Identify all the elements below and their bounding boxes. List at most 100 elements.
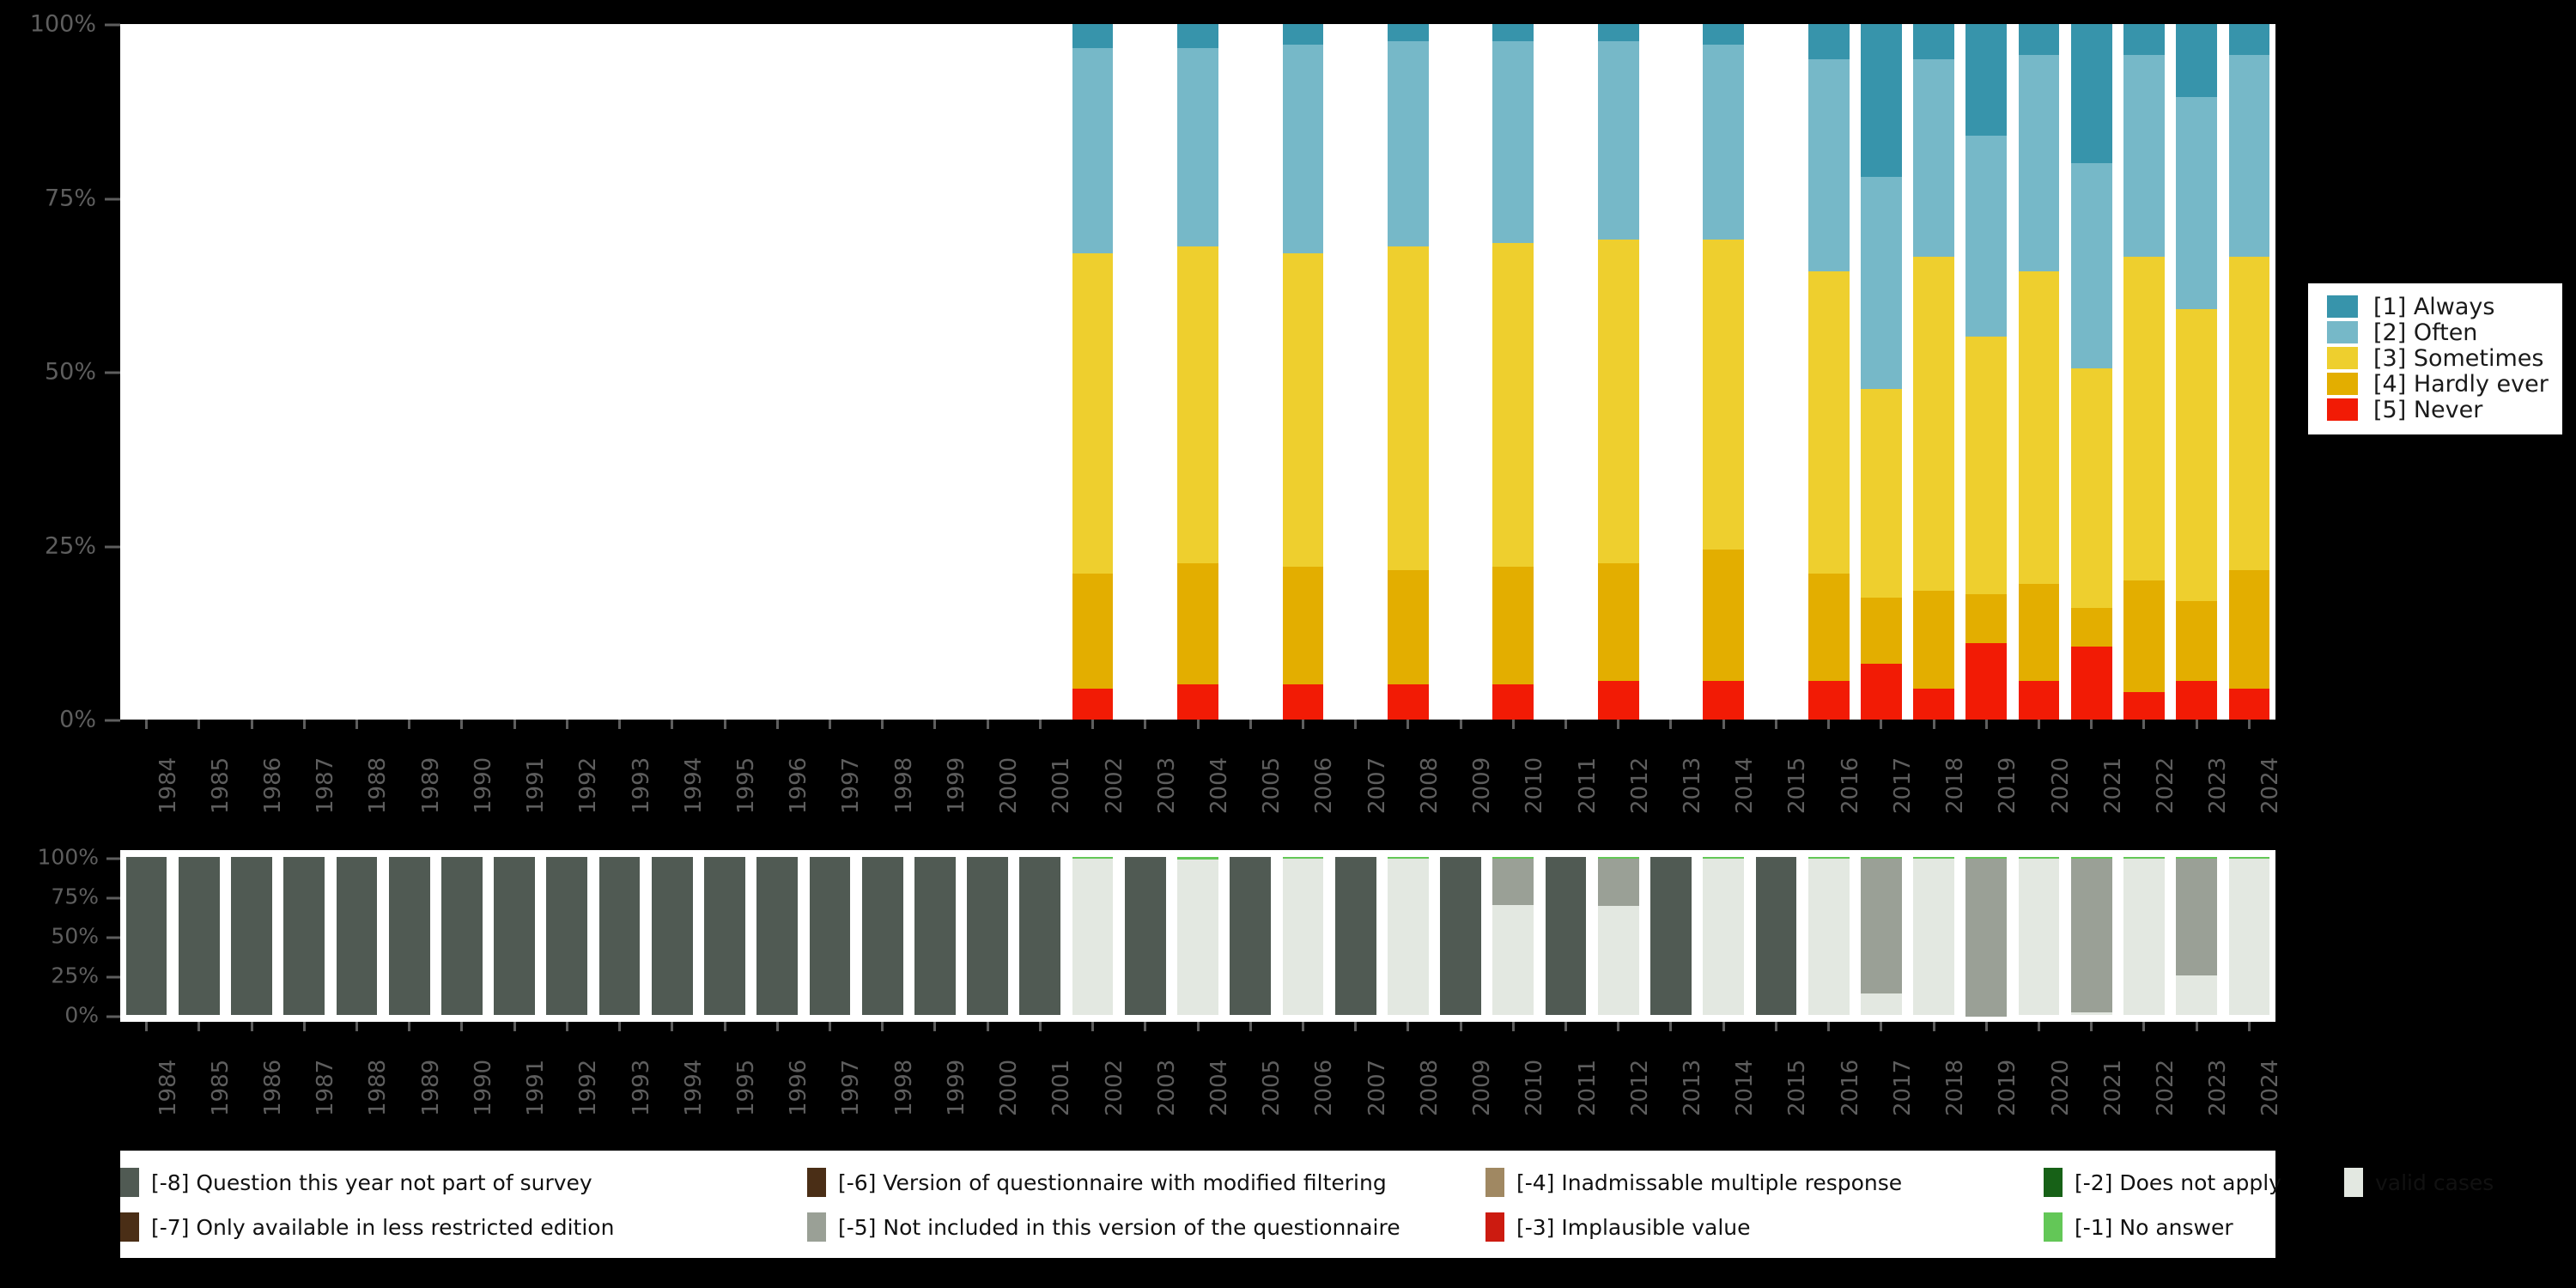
main-chart-bar[interactable] (1492, 24, 1534, 720)
main-chart-bar[interactable] (1807, 24, 1850, 720)
availability-bar[interactable] (1072, 857, 1114, 1015)
availability-bar[interactable] (283, 857, 325, 1015)
availability-bar[interactable] (1388, 857, 1429, 1015)
main-chart-bar[interactable] (2176, 24, 2218, 720)
availability-bar-segment (1019, 857, 1061, 1015)
availability-bar[interactable] (441, 857, 483, 1015)
availability-bar[interactable] (809, 857, 851, 1015)
main-x-tick-label: 2004 (1206, 756, 1232, 814)
main-chart-bar[interactable] (1913, 24, 1954, 720)
availability-y-tick-label: 75% (0, 884, 120, 909)
main-chart-bar-segment (2018, 681, 2060, 720)
main-chart-bar[interactable] (2228, 24, 2270, 720)
main-chart-bar[interactable] (1072, 24, 1114, 720)
availability-bar[interactable] (178, 857, 220, 1015)
main-x-tick-label: 2022 (2152, 756, 2178, 814)
availability-bar[interactable] (861, 857, 903, 1015)
availability-x-tick-mark (302, 1022, 306, 1031)
availability-bar[interactable] (1019, 857, 1061, 1015)
availability-legend-item-r2-4[interactable]: [-1] No answer (2044, 1212, 2233, 1242)
main-x-tick-label: 2017 (1889, 756, 1916, 814)
legend-item-4[interactable]: [4] Hardly ever (2327, 371, 2550, 398)
availability-bar[interactable] (336, 857, 378, 1015)
availability-legend-item-r2-2[interactable]: [-5] Not included in this version of the… (807, 1212, 1400, 1242)
availability-bar[interactable] (1755, 857, 1797, 1015)
availability-legend-item-r2-1[interactable]: [-7] Only available in less restricted e… (120, 1212, 614, 1242)
availability-bar[interactable] (1492, 857, 1534, 1015)
main-x-tick-mark (1196, 720, 1200, 729)
availability-bar[interactable] (1860, 857, 1902, 1015)
main-chart-bar-segment (2228, 257, 2270, 570)
main-x-tick-label: 1993 (628, 756, 654, 814)
main-chart-bar[interactable] (1282, 24, 1324, 720)
main-chart-bar[interactable] (1597, 24, 1639, 720)
availability-bar-segment (1807, 859, 1850, 1015)
availability-legend-item-r1-5[interactable]: valid cases (2344, 1168, 2494, 1197)
main-chart-bar-segment (1703, 681, 1745, 720)
availability-legend-item-r1-4[interactable]: [-2] Does not apply (2044, 1168, 2281, 1197)
main-x-tick-label: 1988 (365, 756, 392, 814)
availability-x-tick-mark (1827, 1022, 1831, 1031)
availability-bar[interactable] (2176, 857, 2218, 1015)
availability-bar[interactable] (1703, 857, 1745, 1015)
availability-bar[interactable] (1650, 857, 1692, 1015)
availability-bar[interactable] (651, 857, 693, 1015)
availability-bar[interactable] (704, 857, 745, 1015)
availability-bar[interactable] (2228, 857, 2270, 1015)
availability-bar[interactable] (914, 857, 956, 1015)
availability-legend-item-r1-1[interactable]: [-8] Question this year not part of surv… (120, 1168, 592, 1197)
availability-bar[interactable] (967, 857, 1008, 1015)
availability-bar[interactable] (1965, 857, 2008, 1018)
availability-legend-item-r1-2[interactable]: [-6] Version of questionnaire with modif… (807, 1168, 1387, 1197)
legend-item-1[interactable]: [1] Always (2327, 294, 2550, 320)
main-x-tick-mark (460, 720, 464, 729)
availability-bar[interactable] (494, 857, 536, 1015)
main-x-tick-label: 2008 (1416, 756, 1443, 814)
availability-legend-item-r1-3[interactable]: [-4] Inadmissable multiple response (1485, 1168, 1902, 1197)
main-chart-bar[interactable] (1965, 24, 2008, 720)
availability-legend-item-label: [-5] Not included in this version of the… (838, 1214, 1400, 1240)
main-chart-bar[interactable] (1860, 24, 1902, 720)
legend-item-5[interactable]: [5] Never (2327, 397, 2550, 423)
availability-x-tick-label: 2006 (1311, 1059, 1338, 1116)
main-chart-bar[interactable] (1703, 24, 1745, 720)
legend-item-3[interactable]: [3] Sometimes (2327, 345, 2550, 372)
availability-x-tick-label: 2017 (1889, 1059, 1916, 1116)
availability-bar[interactable] (125, 857, 167, 1015)
main-chart-bar-segment (1282, 24, 1324, 46)
availability-legend-item-r2-3[interactable]: [-3] Implausible value (1485, 1212, 1751, 1242)
availability-bar[interactable] (1177, 857, 1218, 1015)
availability-bar[interactable] (2070, 857, 2112, 1015)
main-chart-bar[interactable] (1177, 24, 1218, 720)
availability-bar[interactable] (1597, 857, 1639, 1015)
availability-bar[interactable] (1913, 857, 1954, 1015)
availability-bar[interactable] (1124, 857, 1166, 1015)
main-y-tick-label: 100% (0, 11, 120, 38)
availability-bar[interactable] (546, 857, 588, 1015)
legend-item-2[interactable]: [2] Often (2327, 319, 2550, 346)
availability-bar-segment (1282, 857, 1324, 860)
availability-bar[interactable] (388, 857, 430, 1015)
availability-x-tick-mark (671, 1022, 674, 1031)
availability-bar[interactable] (756, 857, 799, 1015)
availability-bar[interactable] (1230, 857, 1272, 1015)
availability-bar[interactable] (2123, 857, 2165, 1015)
availability-bar[interactable] (1334, 857, 1376, 1015)
availability-bar[interactable] (1282, 857, 1324, 1015)
availability-bar-segment (1282, 859, 1324, 1015)
availability-x-tick-label: 1988 (365, 1059, 392, 1116)
availability-bar[interactable] (2018, 857, 2060, 1015)
main-chart-bar-segment (1072, 573, 1114, 689)
availability-bar[interactable] (1807, 857, 1850, 1015)
main-chart-bar[interactable] (2018, 24, 2060, 720)
availability-bar[interactable] (598, 857, 641, 1015)
main-chart-bar[interactable] (2123, 24, 2165, 720)
main-chart-bar[interactable] (2070, 24, 2112, 720)
availability-bar[interactable] (231, 857, 272, 1015)
main-chart-bar-segment (1492, 684, 1534, 720)
availability-x-tick-mark (2195, 1022, 2198, 1031)
availability-bar[interactable] (1440, 857, 1481, 1015)
availability-x-tick-label: 1989 (417, 1059, 444, 1116)
main-chart-bar[interactable] (1388, 24, 1429, 720)
availability-bar[interactable] (1545, 857, 1587, 1015)
